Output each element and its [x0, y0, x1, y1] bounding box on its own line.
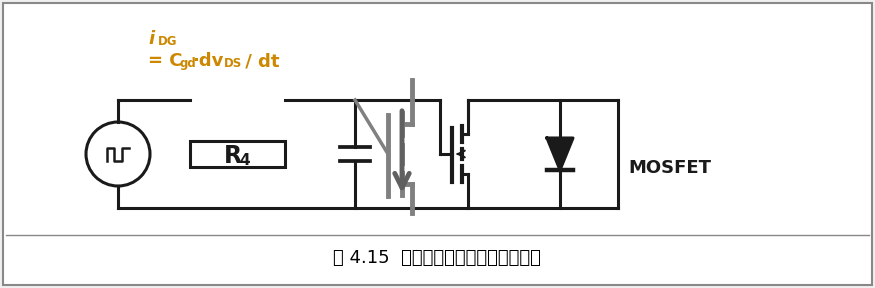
Text: = C: = C	[148, 52, 183, 70]
Bar	[190, 141, 285, 167]
Text: $\mathbf{4}$: $\mathbf{4}$	[239, 152, 251, 168]
Text: $\mathbf{R}$: $\mathbf{R}$	[223, 144, 243, 168]
Text: DG: DG	[158, 35, 178, 48]
Text: ·dv: ·dv	[192, 52, 223, 70]
Text: i: i	[148, 30, 154, 48]
Text: MOSFET: MOSFET	[628, 159, 711, 177]
FancyBboxPatch shape	[3, 3, 872, 285]
Text: 图 4.15  在栅极和源极之间添加电容器: 图 4.15 在栅极和源极之间添加电容器	[333, 249, 541, 267]
Text: gd: gd	[179, 57, 196, 70]
Text: / dt: / dt	[239, 52, 279, 70]
Text: DS: DS	[224, 57, 242, 70]
Polygon shape	[547, 138, 573, 170]
